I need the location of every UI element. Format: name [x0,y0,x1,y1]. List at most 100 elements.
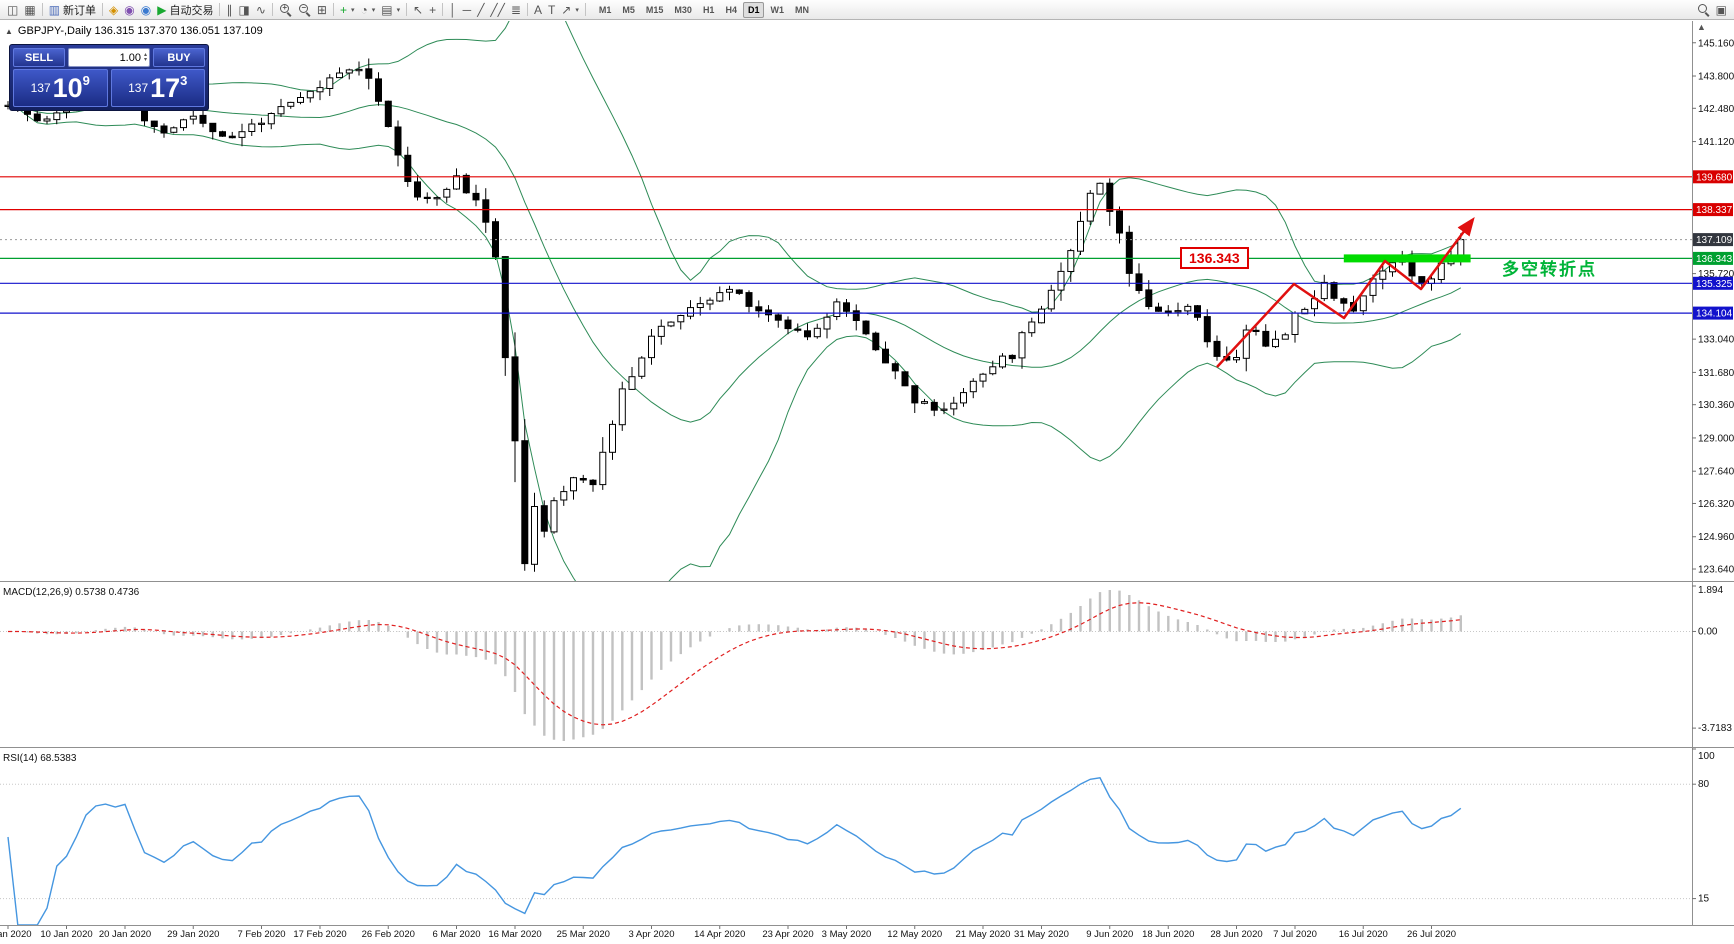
arrows-icon-caret: ▾ [575,6,579,14]
trendline-icon[interactable]: ╱ [474,1,487,18]
cursor-icon-glyph: ↖ [413,2,424,17]
autotrading-button-label: 自动交易 [169,4,214,17]
svg-text:16 Jul 2020: 16 Jul 2020 [1339,929,1388,940]
svg-text:15: 15 [1698,894,1710,905]
chart-annotations[interactable] [1216,216,1475,368]
zoom-out-icon[interactable]: − [295,1,314,18]
candlesticks [4,58,1465,572]
svg-text:142.480: 142.480 [1698,104,1734,115]
svg-text:10 Jan 2020: 10 Jan 2020 [40,929,92,940]
sell-button[interactable]: SELL [13,48,65,67]
timeframe-m30[interactable]: M30 [674,4,692,15]
arrows-icon-glyph: ↗ [561,2,572,17]
svg-text:28 Jun 2020: 28 Jun 2020 [1210,929,1262,940]
lot-size-field[interactable]: 1.00 ▴ ▾ [68,48,150,67]
indicators-icon[interactable]: + ▾ [337,1,358,18]
indicators-icon-glyph: + [339,2,347,17]
tile-windows-icon[interactable]: ⊞ [314,1,330,18]
autotrading-button[interactable]: ▶ 自动交易 [154,1,216,18]
candlestick-chart-icon-glyph: ◨ [238,2,250,17]
candlestick-chart-icon[interactable]: ◨ [235,1,252,18]
trend-arrows[interactable] [1216,216,1475,368]
highlight-bar[interactable] [1343,254,1471,263]
buy-button[interactable]: BUY [153,48,205,67]
line-chart-icon[interactable]: ∿ [253,1,269,18]
timeframe-m5[interactable]: M5 [622,4,635,15]
vertical-line-icon[interactable]: │ [446,1,460,18]
one-click-toggle-icon[interactable]: ▲ [5,26,13,36]
periods-icon-caret: ▾ [371,6,376,14]
toolbar-separator-2 [102,3,104,16]
svg-text:0.00: 0.00 [1698,626,1718,637]
timeframe-w1[interactable]: W1 [770,4,784,15]
svg-text:12 May 2020: 12 May 2020 [887,929,942,940]
tile-windows-icon-glyph: ⊞ [316,2,327,17]
history-center-icon[interactable]: ◈ [106,1,121,18]
zoom-in-icon[interactable]: + [276,1,295,18]
svg-text:29 Jan 2020: 29 Jan 2020 [167,929,219,940]
new-chart-icon[interactable]: ◫ [4,1,21,18]
timeframe-h4[interactable]: H4 [725,4,737,15]
svg-text:7 Feb 2020: 7 Feb 2020 [237,929,285,940]
text-label-icon[interactable]: T [545,1,558,18]
rsi-indicator-label: RSI(14) 68.5383 [3,753,77,764]
global-variables-icon[interactable]: ◉ [121,1,137,18]
scroll-up-icon[interactable]: ▲ [1697,22,1706,32]
timeframe-mn[interactable]: MN [794,4,809,15]
channel-icon[interactable]: ╱╱ [487,1,507,18]
text-icon[interactable]: A [531,1,545,18]
history-center-icon-glyph: ◈ [109,2,119,17]
timeframe-m15[interactable]: M15 [645,4,664,15]
crosshair-icon[interactable]: + [426,1,439,18]
svg-text:1 Jan 2020: 1 Jan 2020 [0,929,32,940]
svg-text:123.640: 123.640 [1698,565,1734,576]
toolbar-separator-3 [219,3,221,16]
svg-text:130.360: 130.360 [1698,400,1734,411]
lot-spinner[interactable]: ▴ ▾ [143,51,147,63]
sell-price-prefix: 137 [30,81,51,95]
lot-size-value: 1.00 [119,51,141,64]
text-icon-glyph: A [533,2,542,17]
periods-icon[interactable]: ◔ ▾ [357,1,378,18]
toolbar-separator-4 [271,3,273,16]
timeframe-d1[interactable]: D1 [742,1,765,18]
svg-text:3 Apr 2020: 3 Apr 2020 [629,929,675,940]
sell-price-sup: 9 [82,72,90,88]
web-terminal-icon[interactable]: ◉ [138,1,154,18]
sell-price-button[interactable]: 137 10 9 [13,69,108,107]
bar-chart-icon[interactable]: ∥ [223,1,235,18]
timeframe-h1[interactable]: H1 [702,4,715,15]
svg-text:1.894: 1.894 [1698,585,1723,596]
new-order-button-glyph: ▥ [48,2,61,17]
price-note-annotation[interactable]: 136.343 [1180,247,1249,269]
svg-text:25 Mar 2020: 25 Mar 2020 [557,929,610,940]
toolbar-separator-8 [526,3,528,16]
svg-text:23 Apr 2020: 23 Apr 2020 [762,929,813,940]
fullscreen-icon[interactable]: ▣ [1713,1,1730,18]
new-order-button-label: 新订单 [63,4,97,17]
timeframe-m1[interactable]: M1 [598,4,612,15]
profiles-icon[interactable]: ▦ [21,1,38,18]
svg-text:-3.7183: -3.7183 [1698,723,1732,734]
svg-text:21 May 2020: 21 May 2020 [956,929,1011,940]
svg-text:129.000: 129.000 [1698,433,1734,444]
svg-text:26 Feb 2020: 26 Feb 2020 [362,929,415,940]
toolbar-separator-9 [584,3,586,16]
arrows-icon[interactable]: ↗ ▾ [558,1,582,18]
buy-price-button[interactable]: 137 17 3 [110,69,205,107]
new-chart-icon-glyph: ◫ [7,2,19,17]
fibonacci-icon[interactable]: ≣ [508,1,524,18]
search-icon[interactable] [1694,1,1713,18]
web-terminal-icon-glyph: ◉ [140,2,152,17]
new-order-button[interactable]: ▥ 新订单 [46,1,99,18]
vertical-line-icon-glyph: │ [449,2,457,17]
level-lines[interactable] [0,176,1692,314]
svg-text:141.120: 141.120 [1698,137,1734,148]
turning-point-label[interactable]: 多空转折点 [1502,260,1597,279]
channel-icon-glyph: ╱╱ [490,2,505,17]
cursor-icon[interactable]: ↖ [410,1,426,18]
templates-icon[interactable]: ▤ ▾ [378,1,403,18]
horizontal-line-icon[interactable]: ─ [460,1,475,18]
